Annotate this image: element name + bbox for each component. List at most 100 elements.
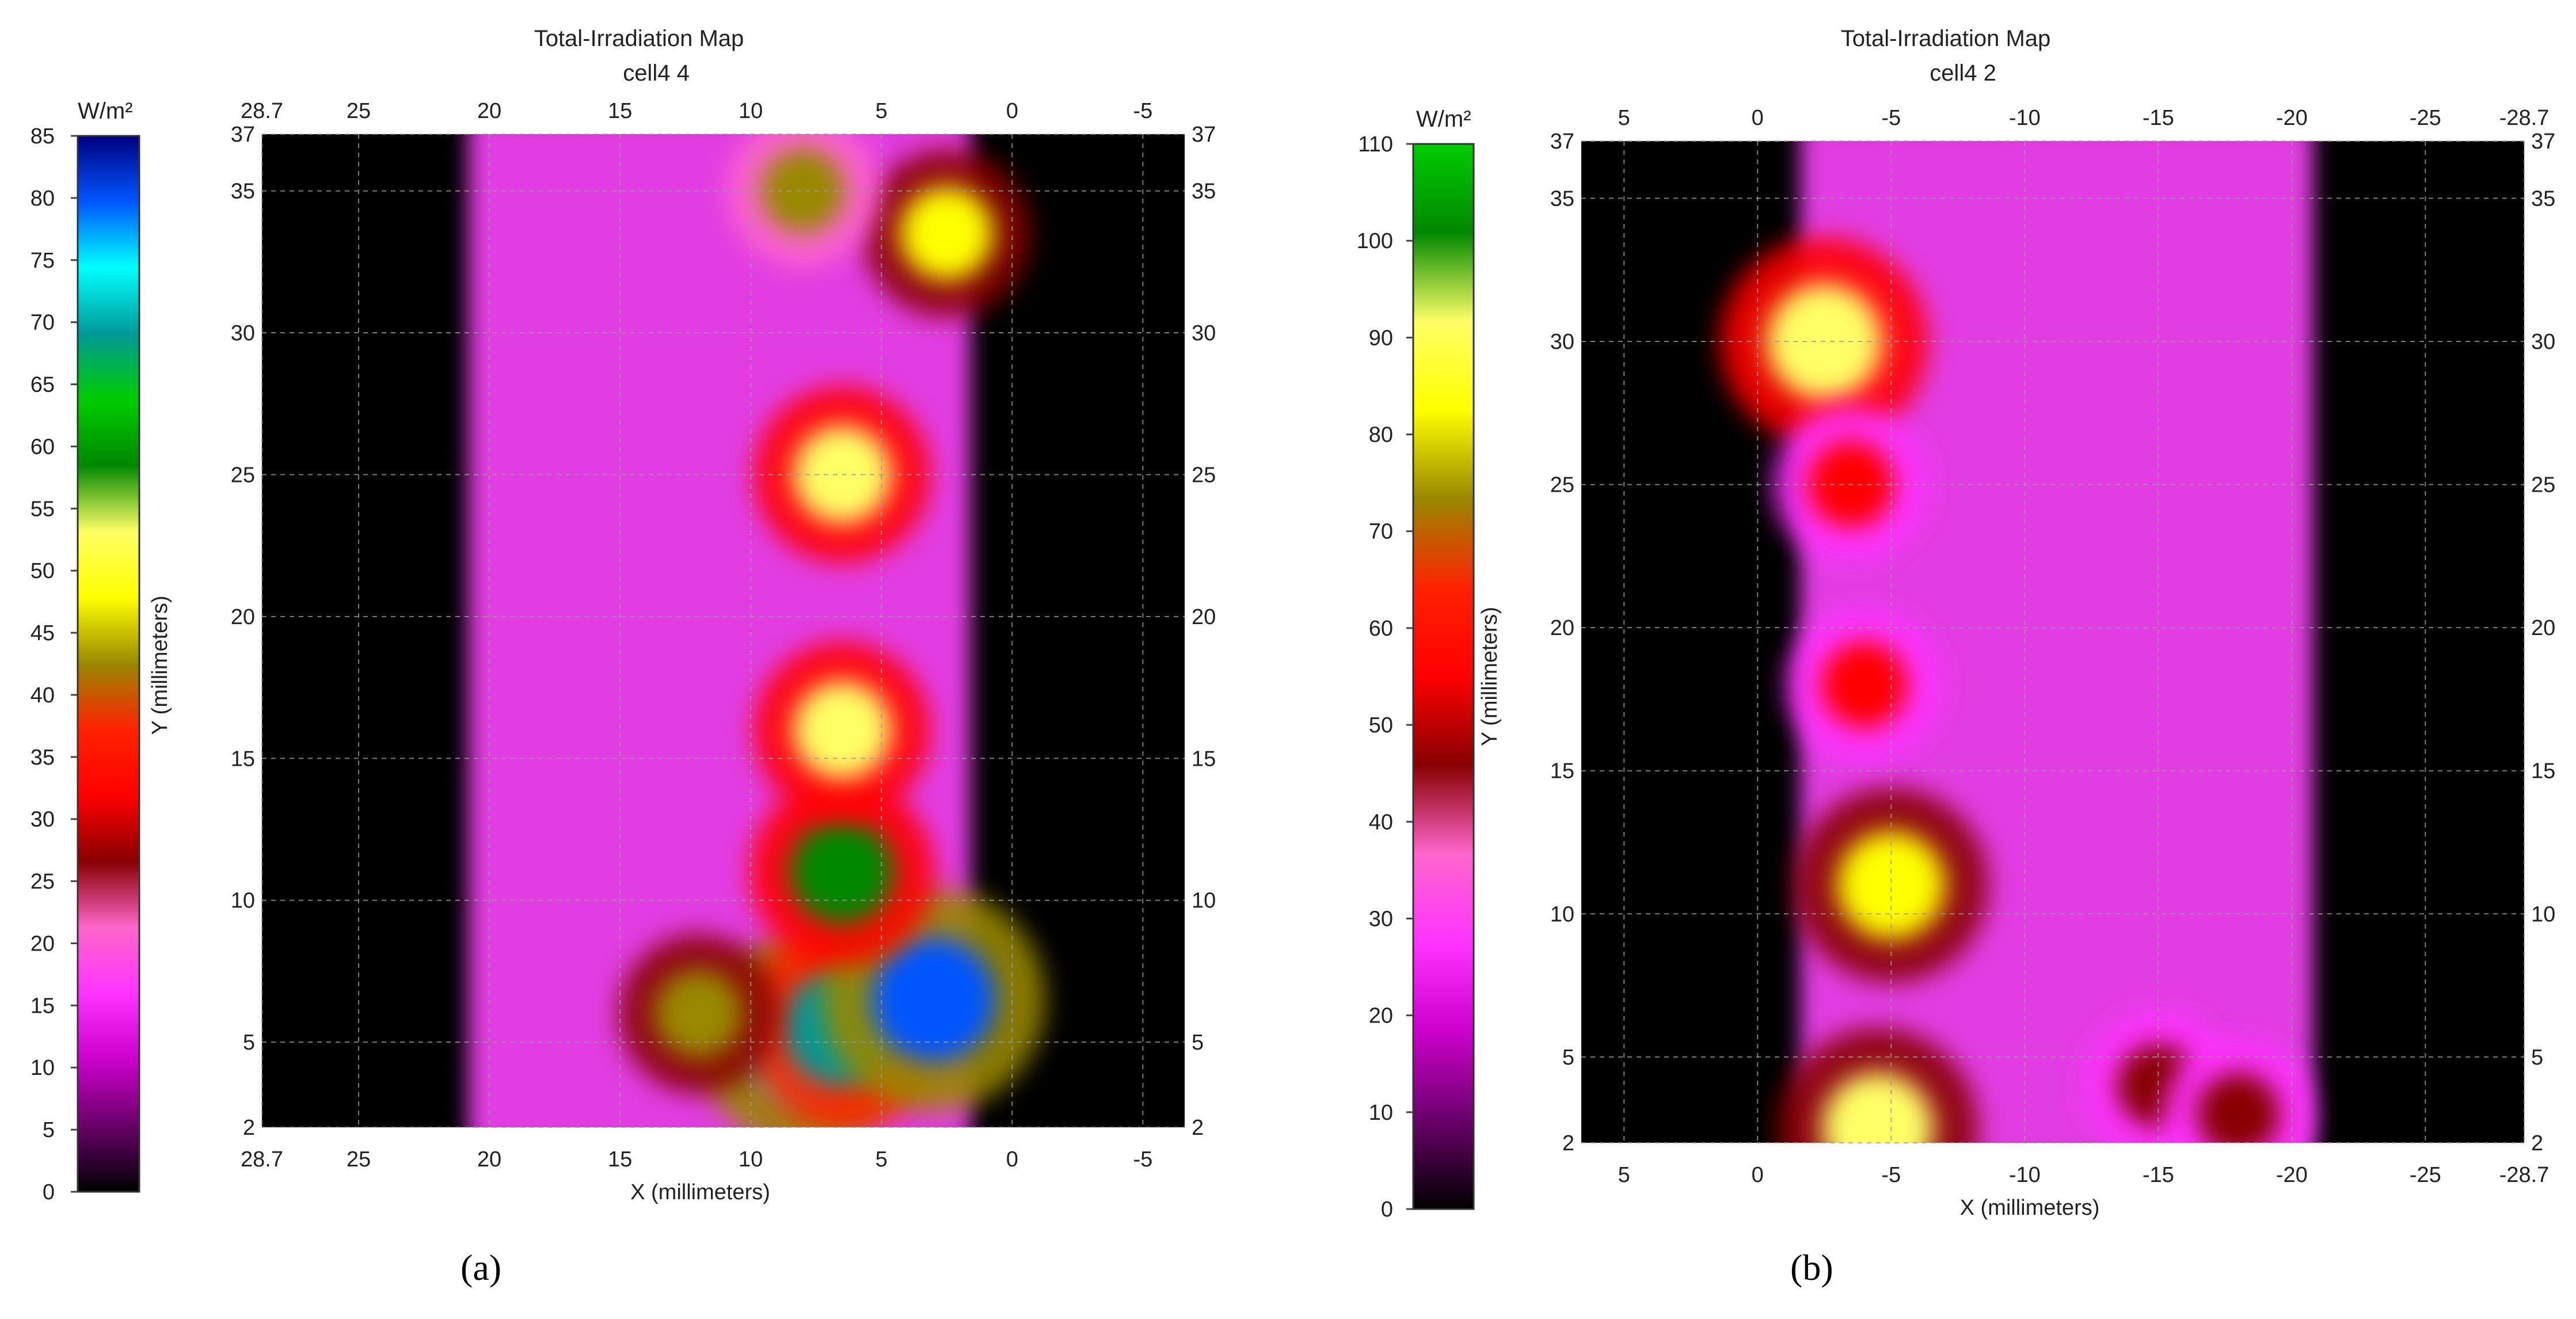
hotspot <box>761 149 845 233</box>
x-tick-label-bottom: 25 <box>347 1147 371 1172</box>
x-tick-label-bottom: 15 <box>608 1147 632 1172</box>
colorbar-tick-label: 60 <box>31 435 55 459</box>
x-tick-label-bottom: -25 <box>2410 1163 2441 1187</box>
colorbar-tick-label: 35 <box>31 746 55 770</box>
y-tick-label-left: 15 <box>231 747 255 771</box>
y-tick-label-right: 20 <box>2531 616 2555 640</box>
hotspot <box>2197 1073 2280 1143</box>
y-tick-label-right: 5 <box>1192 1031 1204 1055</box>
colorbar-tick-label: 20 <box>1369 1004 1393 1028</box>
y-tick-label-right: 10 <box>1192 889 1216 913</box>
x-tick-label-top: -5 <box>1881 106 1901 130</box>
colorbar-unit: W/m² <box>78 98 133 124</box>
colorbar-tick-label: 30 <box>31 808 55 832</box>
y-tick-label-right: 15 <box>1192 747 1216 771</box>
x-tick-label-bottom: 0 <box>1752 1163 1764 1187</box>
colorbar-tick-label: 50 <box>31 559 55 583</box>
y-tick-label-right: 35 <box>1192 180 1216 204</box>
y-tick-label-right: 25 <box>1192 463 1216 487</box>
y-tick-label-left: 10 <box>231 889 255 913</box>
y-tick-label-right: 5 <box>2531 1046 2543 1070</box>
colorbar-tick-label: 70 <box>1369 520 1393 544</box>
y-tick-label-right: 30 <box>2531 330 2555 354</box>
x-tick-label-top: 25 <box>347 99 371 123</box>
x-tick-label-bottom: 10 <box>739 1147 763 1172</box>
x-tick-label-top: -20 <box>2276 106 2308 130</box>
hotspot <box>1837 831 1946 940</box>
hotspot <box>900 187 994 280</box>
x-tick-label-top: 28.7 <box>241 99 283 123</box>
colorbar-tick-label: 0 <box>43 1180 55 1204</box>
x-tick-label-bottom: -20 <box>2276 1163 2308 1187</box>
x-tick-label-top: -25 <box>2410 106 2441 130</box>
colorbar-tick-label: 30 <box>1369 907 1393 931</box>
colorbar-tick-label: 80 <box>1369 423 1393 447</box>
colorbar-tick-label: 60 <box>1369 617 1393 641</box>
y-tick-label-right: 20 <box>1192 605 1216 629</box>
heatmap-layer <box>1720 141 2314 1143</box>
hotspot <box>872 937 996 1062</box>
colorbar-tick-label: 75 <box>31 249 55 273</box>
x-axis-label: X (millimeters) <box>630 1180 770 1204</box>
hotspot <box>654 969 743 1058</box>
colorbar-tick-label: 10 <box>31 1056 55 1080</box>
y-tick-label-left: 20 <box>1550 616 1574 640</box>
hotspot <box>1821 1072 1934 1143</box>
y-tick-label-left: 2 <box>1562 1131 1574 1155</box>
y-tick-label-left: 5 <box>243 1031 255 1055</box>
y-tick-label-left: 25 <box>1550 473 1574 497</box>
y-tick-label-left: 35 <box>1550 187 1574 211</box>
x-tick-label-top: 0 <box>1006 99 1018 123</box>
y-tick-label-left: 2 <box>243 1116 255 1140</box>
heatmap-layer <box>468 134 1045 1127</box>
hotspot <box>793 681 892 780</box>
colorbar-unit: W/m² <box>1416 107 1471 132</box>
y-tick-label-left: 30 <box>1550 330 1574 354</box>
y-tick-label-left: 35 <box>231 180 255 204</box>
y-tick-label-left: 37 <box>1550 130 1574 154</box>
panel-b-sublabel: (b) <box>1790 1247 1833 1288</box>
colorbar-tick-label: 20 <box>31 932 55 956</box>
y-tick-label-right: 37 <box>2531 130 2555 154</box>
x-axis-label: X (millimeters) <box>1960 1196 2100 1220</box>
y-tick-label-right: 2 <box>2531 1131 2543 1155</box>
x-tick-label-top: 0 <box>1752 106 1764 130</box>
y-tick-label-right: 2 <box>1192 1116 1204 1140</box>
colorbar-tick-label: 100 <box>1357 229 1393 253</box>
x-tick-label-top: 15 <box>608 99 632 123</box>
x-tick-label-bottom: -10 <box>2009 1163 2041 1187</box>
x-tick-label-top: 20 <box>477 99 501 123</box>
y-axis-label: Y (millimeters) <box>1478 607 1502 746</box>
y-tick-label-right: 15 <box>2531 759 2555 784</box>
colorbar-tick-label: 50 <box>1369 713 1393 738</box>
colorbar-tick-label: 25 <box>31 870 55 894</box>
colorbar-tick-label: 110 <box>1358 132 1393 157</box>
x-tick-label-bottom: -5 <box>1881 1163 1901 1187</box>
y-tick-label-right: 35 <box>2531 187 2555 211</box>
colorbar-tick-label: 90 <box>1369 326 1393 350</box>
y-tick-label-left: 5 <box>1562 1046 1574 1070</box>
panel-b-chart: W/m²01020304050607080901001105500-5-5-10… <box>1357 26 2556 1222</box>
x-tick-label-bottom: -5 <box>1133 1147 1152 1172</box>
x-tick-label-bottom: 28.7 <box>241 1147 283 1172</box>
colorbar-tick-label: 70 <box>31 311 55 335</box>
x-tick-label-bottom: 5 <box>1618 1163 1630 1187</box>
colorbar-tick-label: 40 <box>1369 810 1393 834</box>
y-axis-label: Y (millimeters) <box>148 595 172 735</box>
panel-a-chart: W/m²051015202530354045505560657075808528… <box>31 26 1216 1204</box>
colorbar-tick-label: 10 <box>1369 1101 1393 1125</box>
x-tick-label-top: 5 <box>1618 106 1630 130</box>
x-tick-label-bottom: 20 <box>477 1147 501 1172</box>
x-tick-label-top: 5 <box>876 99 888 123</box>
y-tick-label-right: 30 <box>1192 321 1216 345</box>
y-tick-label-left: 37 <box>231 123 255 147</box>
x-tick-label-top: -15 <box>2143 106 2174 130</box>
y-tick-label-left: 10 <box>1550 902 1574 926</box>
colorbar <box>77 135 140 1193</box>
x-tick-label-top: -28.7 <box>2499 106 2550 130</box>
x-tick-label-top: 10 <box>739 99 763 123</box>
colorbar-tick-label: 40 <box>31 683 55 708</box>
colorbar-tick-label: 80 <box>31 187 55 211</box>
y-tick-label-right: 10 <box>2531 902 2555 926</box>
